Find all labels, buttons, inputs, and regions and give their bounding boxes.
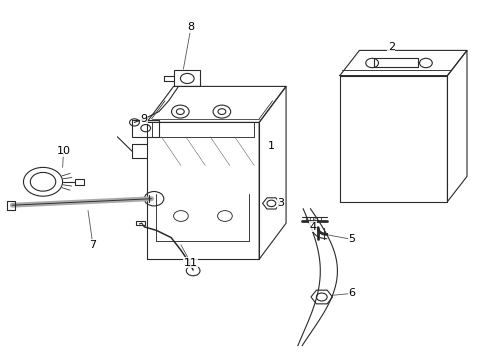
- Bar: [75, 179, 83, 185]
- Text: 7: 7: [89, 240, 96, 250]
- Bar: [132, 120, 159, 137]
- Text: 11: 11: [183, 258, 197, 268]
- Text: 5: 5: [348, 234, 355, 244]
- Text: 1: 1: [267, 141, 274, 151]
- Text: 8: 8: [187, 22, 194, 32]
- Circle shape: [186, 266, 200, 276]
- Text: 6: 6: [348, 288, 355, 298]
- Circle shape: [144, 192, 163, 206]
- Text: 9: 9: [141, 114, 147, 124]
- Text: 3: 3: [277, 198, 284, 208]
- Text: 10: 10: [57, 146, 70, 156]
- Bar: [173, 70, 200, 86]
- Bar: [136, 221, 144, 225]
- Text: 4: 4: [309, 222, 316, 232]
- Text: 2: 2: [387, 42, 394, 52]
